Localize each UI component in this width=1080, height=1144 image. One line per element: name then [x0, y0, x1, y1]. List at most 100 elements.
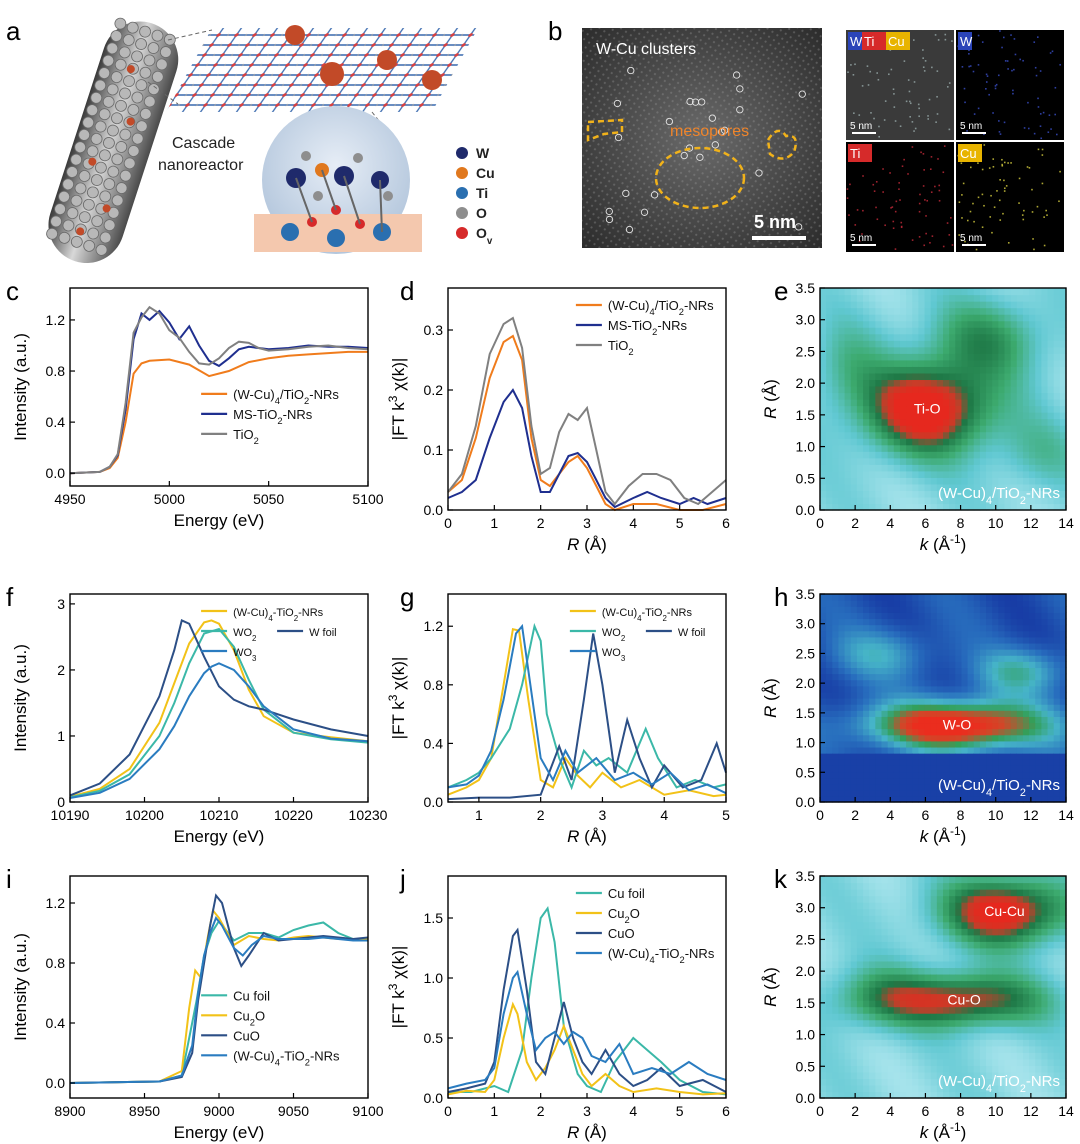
y-tick-label: 1.0 [796, 1027, 816, 1043]
heatmap-annotation: (W-Cu)4/TiO2-NRs [938, 777, 1060, 799]
y-tick-label: 0.0 [424, 794, 444, 810]
x-tick-label: 8 [957, 515, 965, 531]
cluster-marker [691, 98, 700, 106]
y-tick-label: 1.0 [796, 735, 816, 751]
x-tick-label: 5 [676, 515, 684, 531]
y-tick-label: 3.0 [796, 616, 816, 632]
y-tick-label: 1.5 [424, 910, 444, 926]
peak-label: Ti-O [914, 401, 941, 417]
map-scale-label: 5 nm [960, 121, 982, 132]
x-tick-label: 8 [957, 807, 965, 823]
legend-entry: CuO [608, 926, 635, 941]
y-tick-label: 0.5 [796, 764, 816, 780]
y-tick-label: 0 [57, 794, 65, 810]
cluster-marker [613, 99, 622, 108]
series-line-0 [69, 350, 368, 475]
cluster-marker [685, 144, 694, 152]
legend-atom-icon [456, 167, 468, 179]
y-tick-label: 2.0 [796, 675, 816, 691]
y-tick-label: 2.0 [796, 963, 816, 979]
y-axis-label: Intensity (a.u.) [11, 933, 30, 1041]
element-tag-label: Ti [850, 146, 860, 161]
series-line-0 [69, 619, 369, 798]
x-tick-label: 9000 [203, 1103, 234, 1119]
y-tick-label: 0.0 [46, 1075, 66, 1091]
y-tick-label: 3 [57, 596, 65, 612]
chart-k: k Cu-Cu Cu-O (W-Cu)4/TiO2-NRs 0 2 4 6 8 10 12 14 0.0… [761, 864, 1074, 1142]
cluster-marker [708, 114, 717, 122]
element-tag-label: W [850, 34, 863, 49]
heatmap-cells [820, 876, 1067, 1099]
y-tick-label: 0.0 [796, 502, 816, 518]
series-line-2 [447, 927, 727, 1093]
y-tick-label: 0.3 [424, 322, 444, 338]
y-tick-label: 0.1 [424, 442, 444, 458]
x-tick-label: 3 [599, 807, 607, 823]
peak-label: W-O [943, 717, 972, 733]
chart-j: j 0 1 2 3 4 5 6 0.0 0.5 1.0 1.5 R (Å) |FT k3 χ(k)| Cu … [386, 864, 730, 1142]
element-tag-label: W [960, 34, 973, 49]
legend-atom-label: Ov [476, 225, 493, 247]
y-axis-label: |FT k3 χ(k)| [386, 358, 408, 441]
y-axis-label: R (Å) [761, 678, 780, 718]
legend-atom-label: Cu [476, 165, 495, 181]
y-axis-label: |FT k3 χ(k)| [386, 946, 408, 1029]
x-tick-label: 0 [816, 807, 824, 823]
y-tick-label: 3.5 [796, 280, 816, 296]
legend-atom-label: Ti [476, 185, 488, 201]
scale-bar-label: 5 nm [754, 212, 796, 232]
x-tick-label: 8 [957, 1103, 965, 1119]
series-line-0 [447, 334, 727, 512]
cluster-marker [605, 207, 613, 216]
x-tick-label: 0 [444, 1103, 452, 1119]
x-axis-label: R (Å) [567, 535, 607, 554]
nanorod-illustration [46, 17, 179, 264]
y-tick-label: 3.5 [796, 586, 816, 602]
cluster-marker [696, 153, 704, 161]
y-tick-label: 0.0 [424, 1090, 444, 1106]
chart-g: g 1 2 3 4 5 0.0 0.4 0.8 1.2 R (Å) |FT k3 χ(k)| (W-Cu… [386, 582, 730, 846]
y-tick-label: 0.5 [424, 1030, 444, 1046]
x-tick-label: 12 [1023, 807, 1039, 823]
reactor-dome-illustration [254, 106, 422, 254]
x-tick-label: 2 [851, 515, 859, 531]
map-scale-label: 5 nm [850, 121, 872, 132]
mesopores-label: mesopores [670, 123, 749, 140]
x-tick-label: 6 [922, 807, 930, 823]
legend: (W-Cu)4-TiO2-NRs WO2 W foil WO3 [201, 607, 337, 663]
x-tick-label: 6 [922, 1103, 930, 1119]
y-tick-label: 0.8 [424, 677, 444, 693]
y-tick-label: 1.2 [46, 895, 66, 911]
x-tick-label: 4 [886, 515, 894, 531]
legend-entry: (W-Cu)4-TiO2-NRs [233, 1048, 340, 1067]
legend-entry: CuO [233, 1028, 260, 1043]
x-axis-label: R (Å) [567, 1123, 607, 1142]
legend-entry: WO2 [602, 627, 625, 643]
x-tick-label: 3 [583, 1103, 591, 1119]
series-line-3 [447, 623, 727, 795]
element-map [956, 30, 1064, 140]
y-tick-label: 2.5 [796, 931, 816, 947]
legend-entry: MS-TiO2-NRs [608, 318, 688, 337]
legend-entry: Cu2O [608, 906, 640, 925]
cluster-icon [320, 62, 344, 86]
cluster-marker [721, 126, 729, 134]
atom-icon [281, 223, 299, 241]
cluster-icon [126, 65, 135, 74]
cluster-icon [422, 70, 442, 90]
cluster-icon [126, 117, 135, 126]
x-tick-label: 5000 [154, 491, 185, 507]
x-tick-label: 2 [851, 807, 859, 823]
element-tag [958, 32, 972, 50]
series-line-1 [447, 1001, 727, 1096]
legend-entry: Cu foil [233, 988, 270, 1003]
y-tick-label: 0.0 [46, 465, 66, 481]
x-tick-label: 4 [660, 807, 668, 823]
cluster-marker [627, 66, 635, 75]
atom-icon [313, 191, 323, 201]
series-line-3 [69, 662, 369, 799]
legend-atom-label: O [476, 205, 487, 221]
y-tick-label: 1.2 [424, 618, 444, 634]
y-tick-label: 1.5 [796, 705, 816, 721]
x-tick-label: 10 [988, 1103, 1004, 1119]
